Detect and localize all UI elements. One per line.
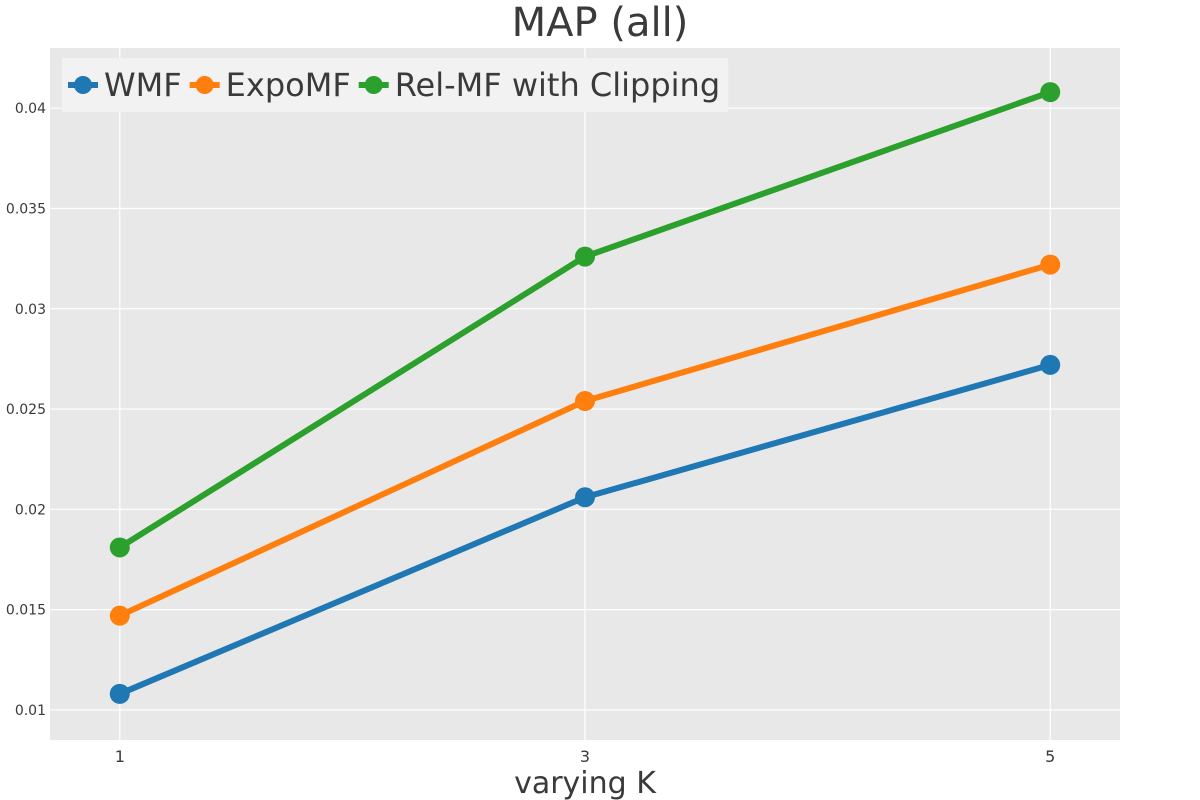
grid-layer [50, 48, 1120, 740]
y-tick-label: 0.015 [6, 603, 46, 619]
legend-marker-swatch [364, 76, 383, 94]
legend[interactable]: WMF ExpoMF Rel-MF with Clipping [62, 58, 729, 112]
data-point[interactable] [1040, 82, 1061, 103]
y-tick-label: 0.03 [15, 302, 46, 318]
chart-title: MAP (all) [512, 0, 689, 46]
x-tick-label: 5 [1045, 747, 1055, 766]
legend-label: ExpoMF [226, 66, 351, 104]
x-tick-label: 3 [580, 747, 590, 766]
data-point[interactable] [1040, 354, 1061, 375]
y-tick-label: 0.01 [15, 703, 46, 719]
series-expomf [109, 254, 1061, 626]
legend-item[interactable]: WMF [68, 66, 182, 104]
legend-marker-swatch [74, 76, 92, 94]
data-point[interactable] [575, 246, 595, 267]
legend-item[interactable]: ExpoMF [189, 66, 351, 104]
y-tick-label: 0.04 [15, 101, 46, 117]
data-point[interactable] [109, 605, 130, 626]
series-layer [109, 82, 1061, 704]
y-tick-label: 0.035 [6, 201, 46, 217]
legend-item[interactable]: Rel-MF with Clipping [358, 66, 720, 104]
legend-label: WMF [104, 66, 182, 104]
data-point[interactable] [109, 537, 130, 558]
data-point[interactable] [575, 391, 595, 412]
data-point[interactable] [1040, 254, 1061, 275]
data-point[interactable] [109, 683, 130, 704]
x-axis-title: varying K [514, 766, 657, 800]
series-wmf [109, 354, 1061, 704]
y-tick-label: 0.025 [6, 402, 46, 418]
data-point[interactable] [575, 487, 595, 508]
legend-label: Rel-MF with Clipping [395, 66, 720, 104]
x-tick-label: 1 [115, 747, 125, 766]
series-rel-mf-with-clipping [109, 82, 1061, 558]
y-tick-label: 0.02 [15, 502, 46, 518]
legend-marker-swatch [195, 76, 214, 94]
y-axis-ticks: 0.01 0.015 0.02 0.025 0.03 0.035 0.04 [6, 101, 46, 719]
x-axis-ticks: 1 3 5 [115, 747, 1056, 766]
legend-background [62, 58, 729, 112]
